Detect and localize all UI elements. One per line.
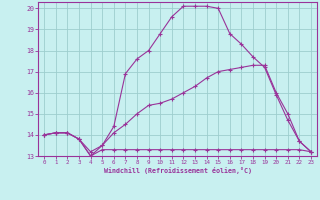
X-axis label: Windchill (Refroidissement éolien,°C): Windchill (Refroidissement éolien,°C) — [104, 167, 252, 174]
